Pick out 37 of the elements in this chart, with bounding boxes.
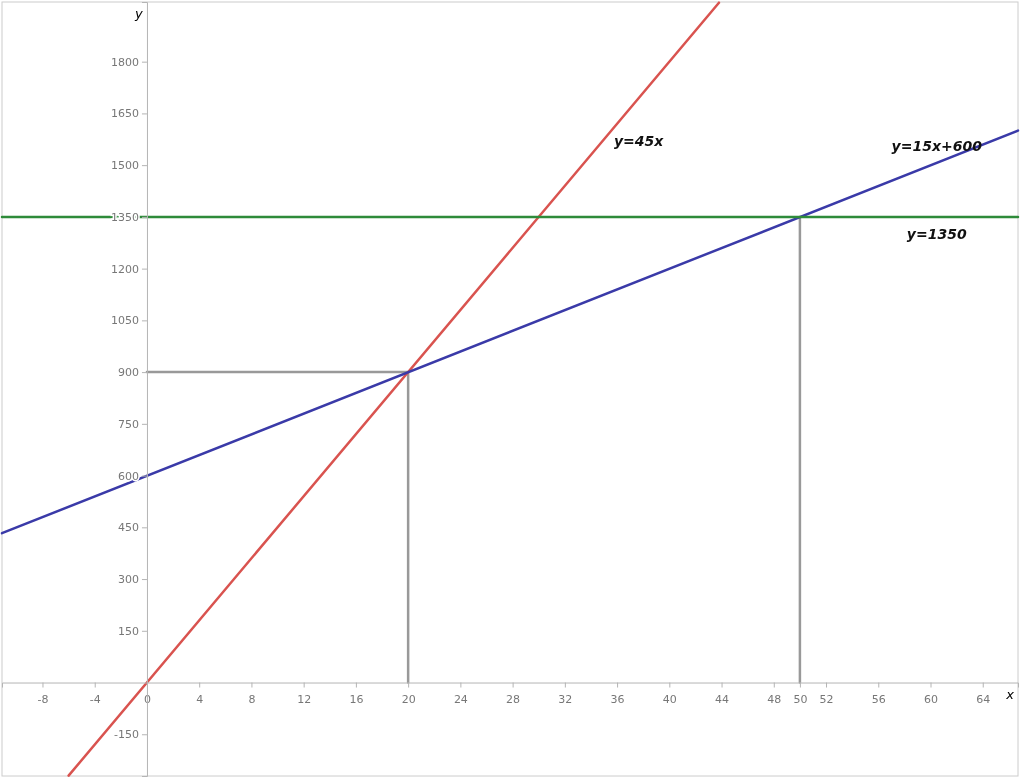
x-tick-label: 40	[662, 692, 677, 706]
y-axis-title: y	[134, 6, 144, 21]
x-tick-label: 44	[715, 692, 730, 706]
x-tick-label: 56	[871, 692, 886, 706]
x-tick-label: 16	[349, 692, 364, 706]
x-tick-label: 60	[924, 692, 938, 706]
y-tick-label: -150	[113, 728, 139, 742]
x-tick-label: 0	[143, 692, 151, 706]
y-tick-label: 1500	[110, 159, 139, 173]
x-tick-label: 20	[401, 692, 416, 706]
y-tick-label: 450	[117, 521, 139, 535]
y-tick-label: 1650	[110, 107, 139, 121]
x-tick-label: 12	[297, 692, 312, 706]
x-tick-label: 4	[196, 692, 204, 706]
series-label: y=15x+600	[891, 137, 983, 154]
y-tick-label: 1050	[110, 314, 139, 328]
y-tick-label: 900	[117, 366, 139, 380]
x-tick-label: 36	[610, 692, 625, 706]
y-tick-label: 1800	[110, 55, 139, 69]
x-tick-label: 24	[453, 692, 468, 706]
x-tick-label: 32	[558, 692, 573, 706]
series-label: y=1350	[906, 225, 967, 242]
x-tick-label: 8	[248, 692, 256, 706]
x-tick-label: -8	[37, 692, 49, 706]
y-tick-label: 750	[117, 417, 139, 431]
x-tick-label: 28	[506, 692, 521, 706]
x-tick-label: -4	[89, 692, 101, 706]
y-tick-label: 1200	[110, 262, 139, 276]
x-tick-label: 52	[819, 692, 834, 706]
x-axis-title: x	[1005, 686, 1015, 702]
x-tick-label: 48	[767, 692, 782, 706]
y-tick-label: 150	[117, 624, 139, 638]
series-label: y=45x	[613, 132, 665, 149]
x-tick-label: 64	[976, 692, 991, 706]
y-tick-label: 600	[117, 469, 139, 483]
x-tick-label: 50	[793, 692, 808, 706]
y-tick-label: 300	[117, 573, 139, 587]
